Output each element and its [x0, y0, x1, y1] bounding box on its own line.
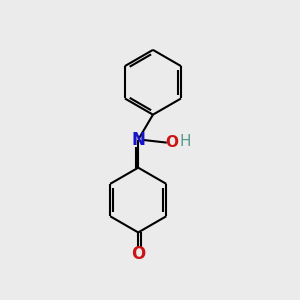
- Text: N: N: [131, 131, 145, 149]
- Text: O: O: [131, 244, 145, 262]
- Text: O: O: [166, 135, 178, 150]
- Text: H: H: [180, 134, 191, 149]
